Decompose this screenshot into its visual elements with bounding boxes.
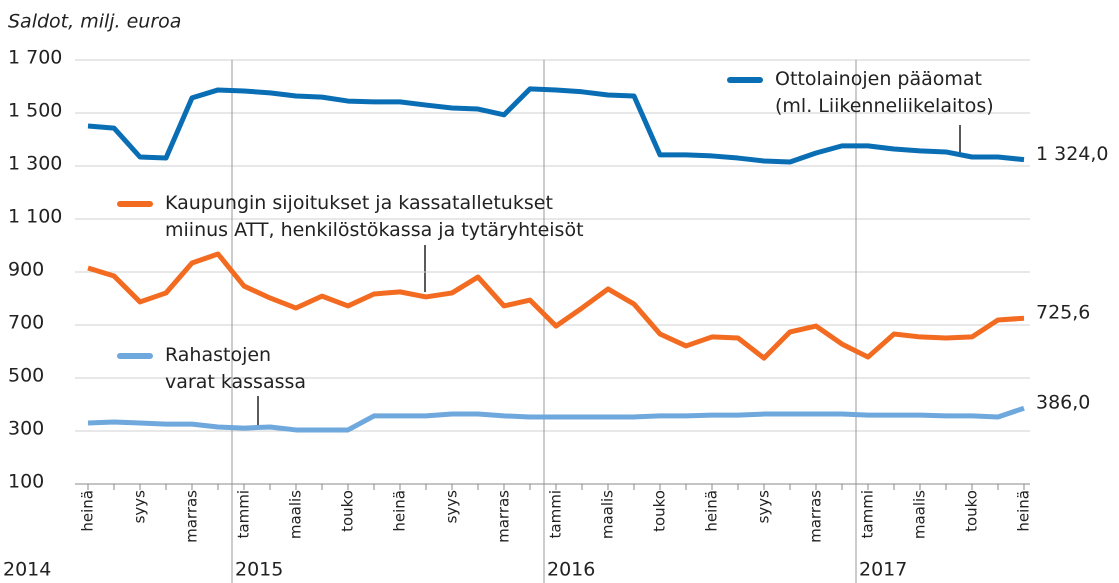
x-tick-label: heinä [703,490,721,532]
y-tick-label: 1 500 [8,100,62,122]
x-tick-label: heinä [391,490,409,532]
x-tick-label: maalis [911,490,929,539]
series-line [87,405,1025,433]
x-tick-label: heinä [79,490,97,532]
x-tick-label: touko [651,490,669,532]
end-label: 1 324,0 [1036,143,1109,165]
x-tick-label: touko [339,490,357,532]
x-tick-label: marras [495,490,513,543]
x-tick-label: touko [963,490,981,532]
x-tick-label: syys [443,490,461,524]
x-tick-label: syys [755,490,773,524]
year-label: 2017 [859,559,907,581]
year-label: 2015 [235,559,283,581]
x-tick-label: maalis [287,490,305,539]
legend-label: Rahastojen varat kassassa [165,344,307,393]
y-tick-label: 100 [8,471,44,493]
y-tick-label: 300 [8,418,44,440]
x-tick-label: tammi [235,490,253,538]
x-tick-label: syys [131,490,149,524]
chart-title: Saldot, milj. euroa [8,11,181,33]
series-line [87,251,1025,361]
x-tick-label: maalis [599,490,617,539]
x-tick-label: tammi [547,490,565,538]
x-tick-label: tammi [859,490,877,538]
year-label: 2016 [547,559,595,581]
y-tick-label: 1 300 [8,153,62,175]
legend-label: Ottolainojen pääomat (ml. Liikenneliikel… [775,68,994,117]
year-label: 2014 [3,559,51,581]
series-line [87,86,1025,165]
x-tick-label: marras [183,490,201,543]
y-tick-label: 1 700 [8,47,62,69]
x-tick-label: heinä [1015,490,1033,532]
y-tick-label: 1 100 [8,206,62,228]
y-tick-label: 700 [8,312,44,334]
end-label: 386,0 [1036,392,1090,414]
legend-label: Kaupungin sijoitukset ja kassatalletukse… [165,192,584,241]
x-tick-label: marras [807,490,825,543]
y-tick-label: 500 [8,365,44,387]
y-tick-label: 900 [8,259,44,281]
end-label: 725,6 [1036,302,1090,324]
